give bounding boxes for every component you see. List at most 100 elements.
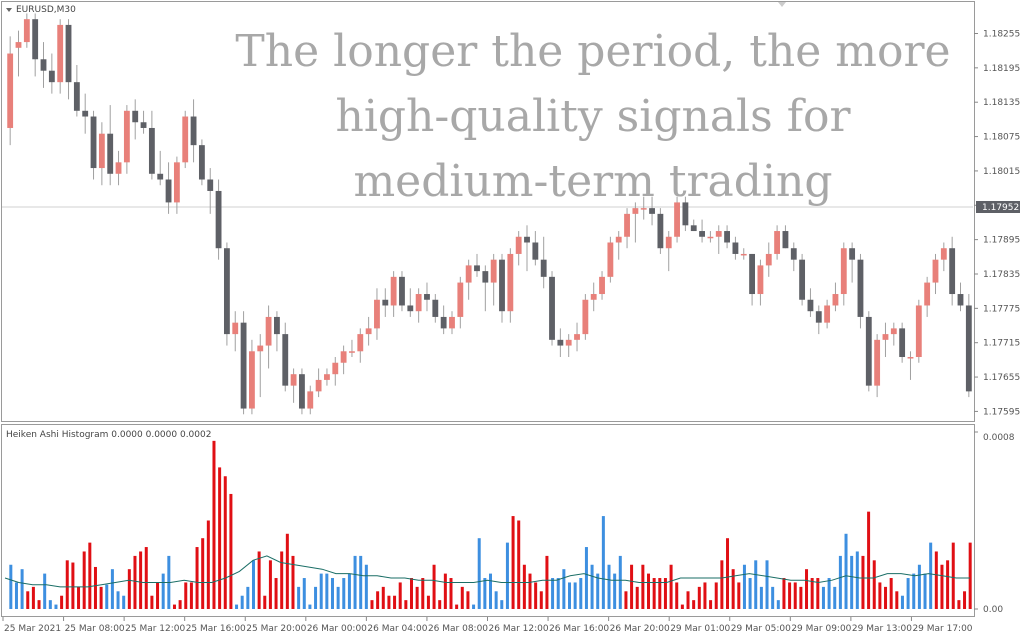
candle[interactable] — [274, 311, 280, 352]
histogram-bar-up[interactable] — [929, 542, 933, 609]
candle[interactable] — [715, 225, 722, 254]
candle[interactable] — [407, 288, 414, 317]
histogram-bar-up[interactable] — [9, 564, 13, 609]
histogram-bar-up[interactable] — [923, 573, 927, 609]
candle[interactable] — [940, 242, 947, 272]
histogram-bar-up[interactable] — [579, 578, 583, 609]
histogram-bar-down[interactable] — [805, 569, 809, 609]
histogram-bar-down[interactable] — [274, 578, 278, 609]
histogram-pane[interactable] — [4, 440, 972, 610]
candle[interactable] — [240, 311, 247, 415]
candle[interactable] — [132, 99, 139, 140]
histogram-bar-down[interactable] — [189, 582, 193, 609]
histogram-bar-up[interactable] — [359, 555, 363, 609]
candle[interactable] — [98, 122, 105, 186]
histogram-bar-down[interactable] — [370, 600, 374, 609]
histogram-bar-down[interactable] — [669, 564, 673, 609]
candle[interactable] — [223, 242, 230, 346]
histogram-bar-up[interactable] — [844, 533, 848, 609]
candle[interactable] — [632, 202, 639, 243]
candle[interactable] — [507, 248, 514, 323]
candle[interactable] — [265, 305, 272, 369]
histogram-bar-down[interactable] — [714, 582, 718, 609]
candle[interactable] — [290, 368, 297, 403]
candle[interactable] — [907, 351, 914, 380]
histogram-bar-down[interactable] — [884, 586, 888, 609]
candle[interactable] — [207, 168, 214, 214]
histogram-bar-down[interactable] — [93, 566, 97, 609]
histogram-bar-down[interactable] — [280, 551, 284, 609]
candle[interactable] — [815, 305, 822, 335]
candle[interactable] — [7, 36, 14, 146]
candle[interactable] — [532, 231, 539, 266]
histogram-bar-down[interactable] — [720, 560, 724, 609]
candle[interactable] — [740, 248, 747, 260]
candle[interactable] — [540, 236, 547, 289]
histogram-bar-down[interactable] — [409, 578, 413, 609]
candle[interactable] — [732, 236, 739, 260]
histogram-bar-up[interactable] — [596, 573, 600, 609]
histogram-bar-up[interactable] — [347, 573, 351, 609]
candle[interactable] — [674, 196, 680, 243]
histogram-bar-down[interactable] — [957, 600, 961, 609]
candle[interactable] — [549, 271, 555, 346]
histogram-bar-down[interactable] — [455, 604, 459, 609]
histogram-bar-down[interactable] — [782, 578, 786, 609]
histogram-bar-up[interactable] — [48, 600, 52, 609]
histogram-bar-down[interactable] — [206, 520, 210, 610]
candle[interactable] — [257, 334, 264, 398]
candle[interactable] — [324, 368, 330, 386]
histogram-bar-up[interactable] — [161, 573, 165, 609]
histogram-bar-up[interactable] — [494, 591, 498, 609]
histogram-bar-down[interactable] — [726, 538, 730, 609]
candle[interactable] — [699, 219, 705, 243]
histogram-bar-down[interactable] — [647, 573, 651, 609]
histogram-bar-down[interactable] — [71, 562, 75, 609]
histogram-bar-up[interactable] — [472, 604, 476, 609]
candle[interactable] — [365, 316, 372, 346]
histogram-bar-up[interactable] — [765, 560, 769, 609]
candle[interactable] — [115, 150, 122, 186]
candle[interactable] — [340, 345, 347, 375]
candle[interactable] — [148, 110, 155, 180]
histogram-bar-down[interactable] — [788, 582, 792, 609]
candle[interactable] — [32, 13, 39, 77]
histogram-bar-up[interactable] — [607, 564, 611, 609]
histogram-bar-down[interactable] — [692, 600, 696, 609]
histogram-bar-down[interactable] — [460, 586, 464, 609]
candle[interactable] — [382, 288, 389, 317]
histogram-bar-down[interactable] — [737, 582, 741, 609]
histogram-bar-up[interactable] — [342, 578, 346, 609]
candle[interactable] — [707, 231, 714, 243]
histogram-bar-down[interactable] — [968, 542, 972, 609]
candle[interactable] — [807, 288, 814, 317]
histogram-bar-up[interactable] — [246, 586, 250, 609]
candle[interactable] — [415, 288, 422, 323]
histogram-bar-down[interactable] — [257, 551, 261, 609]
candle[interactable] — [849, 242, 856, 283]
candle[interactable] — [757, 259, 764, 306]
histogram-bar-up[interactable] — [906, 578, 910, 609]
candle[interactable] — [865, 311, 872, 392]
histogram-bar-down[interactable] — [415, 586, 419, 609]
histogram-bar-down[interactable] — [635, 586, 639, 609]
histogram-bar-down[interactable] — [793, 582, 797, 609]
candle[interactable] — [599, 271, 605, 300]
histogram-bar-down[interactable] — [663, 578, 667, 609]
histogram-bar-up[interactable] — [748, 578, 752, 609]
candle[interactable] — [499, 253, 505, 323]
candle[interactable] — [657, 208, 664, 254]
histogram-bar-down[interactable] — [65, 560, 69, 609]
histogram-bar-down[interactable] — [218, 467, 222, 609]
histogram-bar-down[interactable] — [872, 560, 876, 609]
histogram-bar-down[interactable] — [810, 578, 814, 609]
histogram-bar-down[interactable] — [133, 555, 137, 609]
candle[interactable] — [399, 271, 405, 312]
histogram-bar-up[interactable] — [900, 595, 904, 609]
candle[interactable] — [390, 271, 397, 317]
histogram-bar-up[interactable] — [20, 569, 24, 609]
candle[interactable] — [299, 368, 305, 415]
candle[interactable] — [649, 196, 655, 226]
candle[interactable] — [232, 311, 239, 352]
candle[interactable] — [440, 305, 447, 335]
